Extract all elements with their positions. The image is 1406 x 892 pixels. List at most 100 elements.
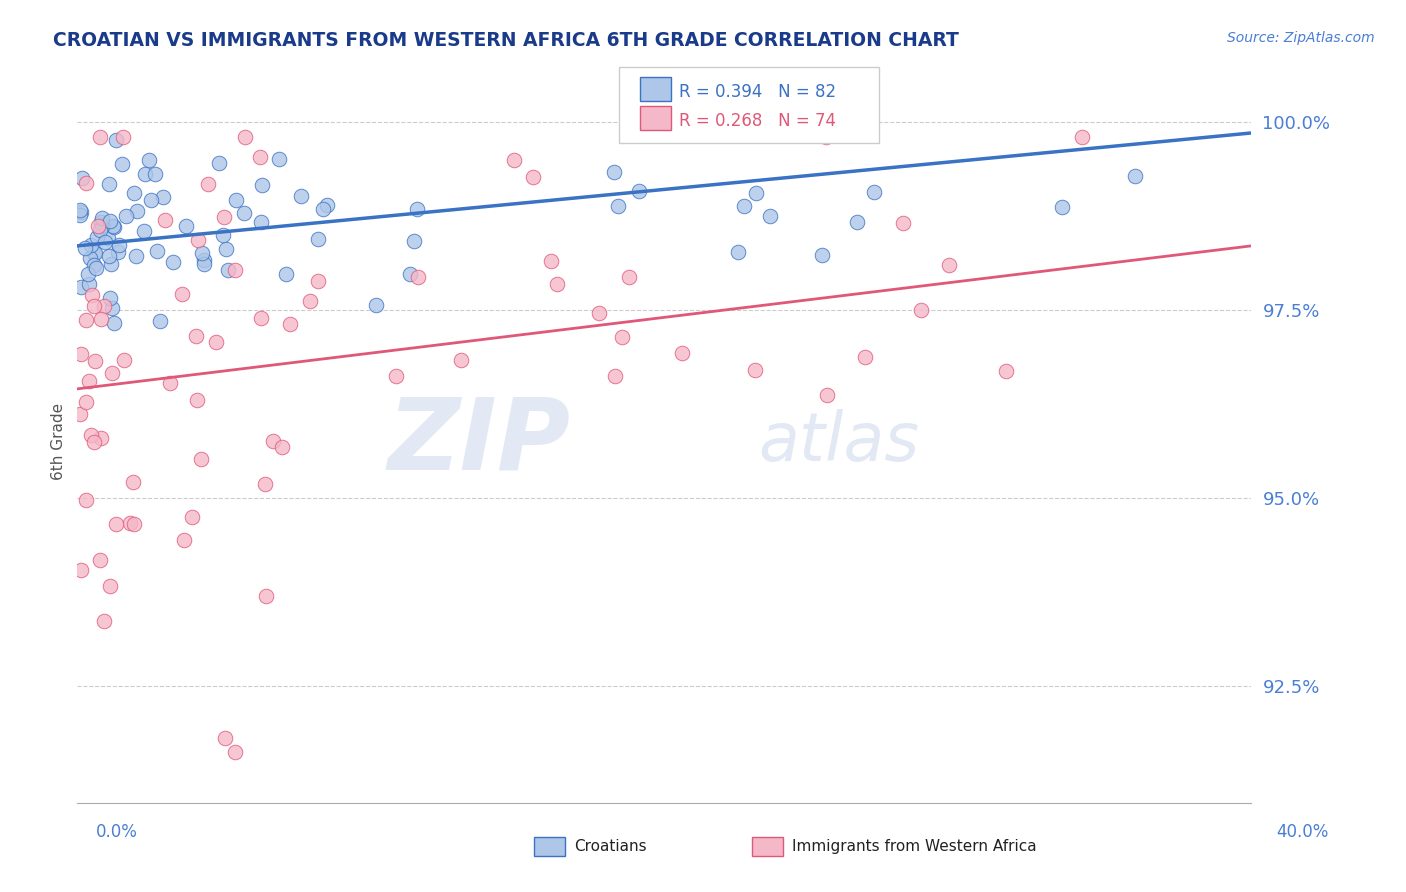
Point <box>540 254 562 268</box>
Text: 0.0%: 0.0% <box>96 822 138 840</box>
Point <box>758 210 780 224</box>
Point <box>91 218 114 232</box>
Point <box>89 553 111 567</box>
Point <box>139 193 162 207</box>
Point <box>186 392 208 407</box>
Point <box>103 316 125 330</box>
Point <box>98 249 121 263</box>
Point <box>249 150 271 164</box>
Point <box>112 353 135 368</box>
Point <box>744 186 766 201</box>
Point <box>100 257 122 271</box>
Point <box>90 311 112 326</box>
Point <box>111 157 134 171</box>
Point <box>224 263 246 277</box>
Point <box>105 133 128 147</box>
Point <box>121 475 143 489</box>
Point <box>385 368 408 383</box>
Y-axis label: 6th Grade: 6th Grade <box>51 403 66 480</box>
Point <box>181 509 204 524</box>
Point <box>98 178 121 192</box>
Point <box>153 213 176 227</box>
Point <box>70 347 93 361</box>
Point <box>87 219 110 233</box>
Text: Source: ZipAtlas.com: Source: ZipAtlas.com <box>1227 31 1375 45</box>
Point <box>86 230 108 244</box>
Point <box>75 492 97 507</box>
Point <box>69 407 91 421</box>
Point <box>250 215 273 229</box>
Point <box>610 330 633 344</box>
Point <box>232 206 254 220</box>
Point <box>744 363 766 377</box>
Point <box>406 202 429 217</box>
Point <box>311 202 333 217</box>
Point <box>522 169 544 184</box>
Point <box>83 258 105 272</box>
Point <box>627 184 650 198</box>
Point <box>79 251 101 265</box>
Point <box>316 198 339 212</box>
Point <box>233 129 256 144</box>
Point <box>1050 200 1073 214</box>
Point <box>366 298 388 312</box>
Point <box>733 199 755 213</box>
Text: R = 0.394   N = 82: R = 0.394 N = 82 <box>679 83 837 101</box>
Text: ZIP: ZIP <box>388 393 571 490</box>
Text: R = 0.268   N = 74: R = 0.268 N = 74 <box>679 112 837 130</box>
Text: CROATIAN VS IMMIGRANTS FROM WESTERN AFRICA 6TH GRADE CORRELATION CHART: CROATIAN VS IMMIGRANTS FROM WESTERN AFRI… <box>53 31 959 50</box>
Point <box>994 364 1017 378</box>
Point <box>815 129 838 144</box>
Point <box>891 216 914 230</box>
Point <box>249 311 271 326</box>
Text: Croatians: Croatians <box>574 839 647 854</box>
Point <box>98 213 121 227</box>
Point <box>938 258 960 272</box>
Point <box>93 299 115 313</box>
Point <box>267 152 290 166</box>
Point <box>114 210 136 224</box>
Point <box>254 589 277 603</box>
Point <box>193 257 215 271</box>
Point <box>138 153 160 167</box>
Point <box>103 220 125 235</box>
Point <box>262 434 284 449</box>
Point <box>910 303 932 318</box>
Point <box>100 367 122 381</box>
Point <box>172 287 194 301</box>
Text: atlas: atlas <box>758 409 920 475</box>
Point <box>212 211 235 225</box>
Point <box>402 235 425 249</box>
Point <box>1071 129 1094 144</box>
Point <box>70 170 93 185</box>
Point <box>1123 169 1146 184</box>
Point <box>152 190 174 204</box>
Point <box>671 346 693 360</box>
Point <box>214 731 236 746</box>
Point <box>118 516 141 531</box>
Point <box>307 232 329 246</box>
Point <box>224 745 246 759</box>
Point <box>727 244 749 259</box>
Point <box>127 203 149 218</box>
Point <box>278 318 301 332</box>
Point <box>83 299 105 313</box>
Point <box>811 248 834 262</box>
Point <box>162 255 184 269</box>
Point <box>83 353 105 368</box>
Point <box>98 292 121 306</box>
Point <box>863 186 886 200</box>
Point <box>122 517 145 532</box>
Point <box>225 193 247 207</box>
Point <box>75 176 97 190</box>
Point <box>90 211 112 225</box>
Point <box>98 578 121 592</box>
Point <box>588 306 610 320</box>
Point <box>190 452 212 467</box>
Point <box>80 287 103 301</box>
Point <box>90 214 112 228</box>
Point <box>173 533 195 548</box>
Point <box>80 238 103 252</box>
Point <box>846 214 869 228</box>
Point <box>815 388 838 402</box>
